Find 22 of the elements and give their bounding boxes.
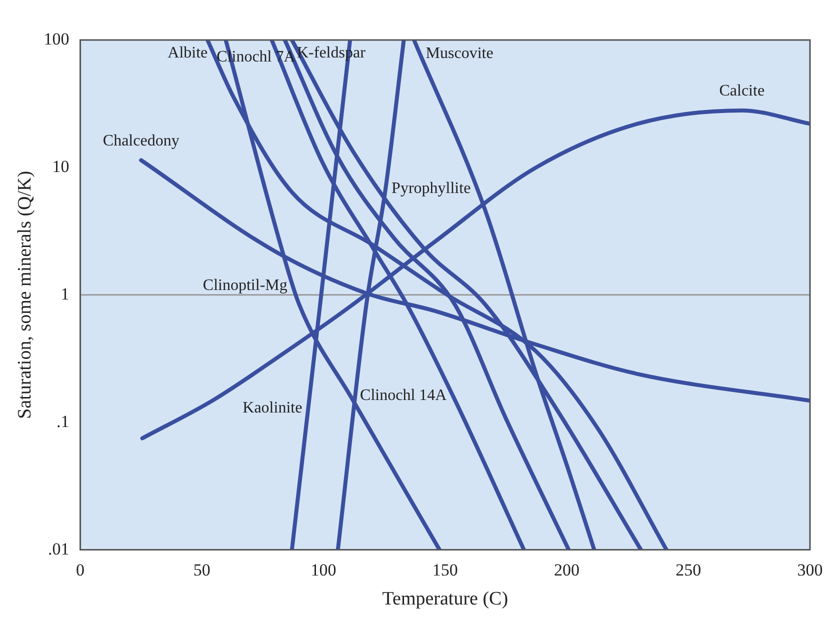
y-axis-title: Saturation, some minerals (Q/K) bbox=[14, 170, 36, 419]
series-label: Pyrophyllite bbox=[392, 180, 471, 197]
y-tick-label: .01 bbox=[48, 539, 70, 558]
x-axis-title: Temperature (C) bbox=[382, 588, 508, 610]
x-tick-label: 200 bbox=[554, 560, 580, 580]
y-tick-label: 10 bbox=[52, 156, 70, 176]
series-label: Kaolinite bbox=[242, 400, 302, 417]
x-tick-label: 300 bbox=[797, 560, 823, 580]
y-tick-label: 1 bbox=[60, 284, 70, 304]
series-label: Muscovite bbox=[426, 45, 494, 62]
series-label: Clinochl 14A bbox=[360, 386, 448, 404]
x-tick-label: 100 bbox=[310, 560, 336, 580]
x-tick-label: 50 bbox=[193, 560, 210, 580]
x-tick-label: 250 bbox=[676, 560, 702, 580]
y-tick-label: 100 bbox=[44, 29, 70, 48]
y-tick-label: .1 bbox=[56, 412, 70, 431]
series-label: Calcite bbox=[719, 82, 765, 100]
series-label: Albite bbox=[168, 44, 208, 62]
series-label: Clinoptil-Mg bbox=[202, 277, 288, 294]
x-tick-label: 150 bbox=[432, 560, 458, 580]
series-label: Chalcedony bbox=[102, 132, 180, 150]
x-tick-label: 0 bbox=[76, 560, 85, 580]
